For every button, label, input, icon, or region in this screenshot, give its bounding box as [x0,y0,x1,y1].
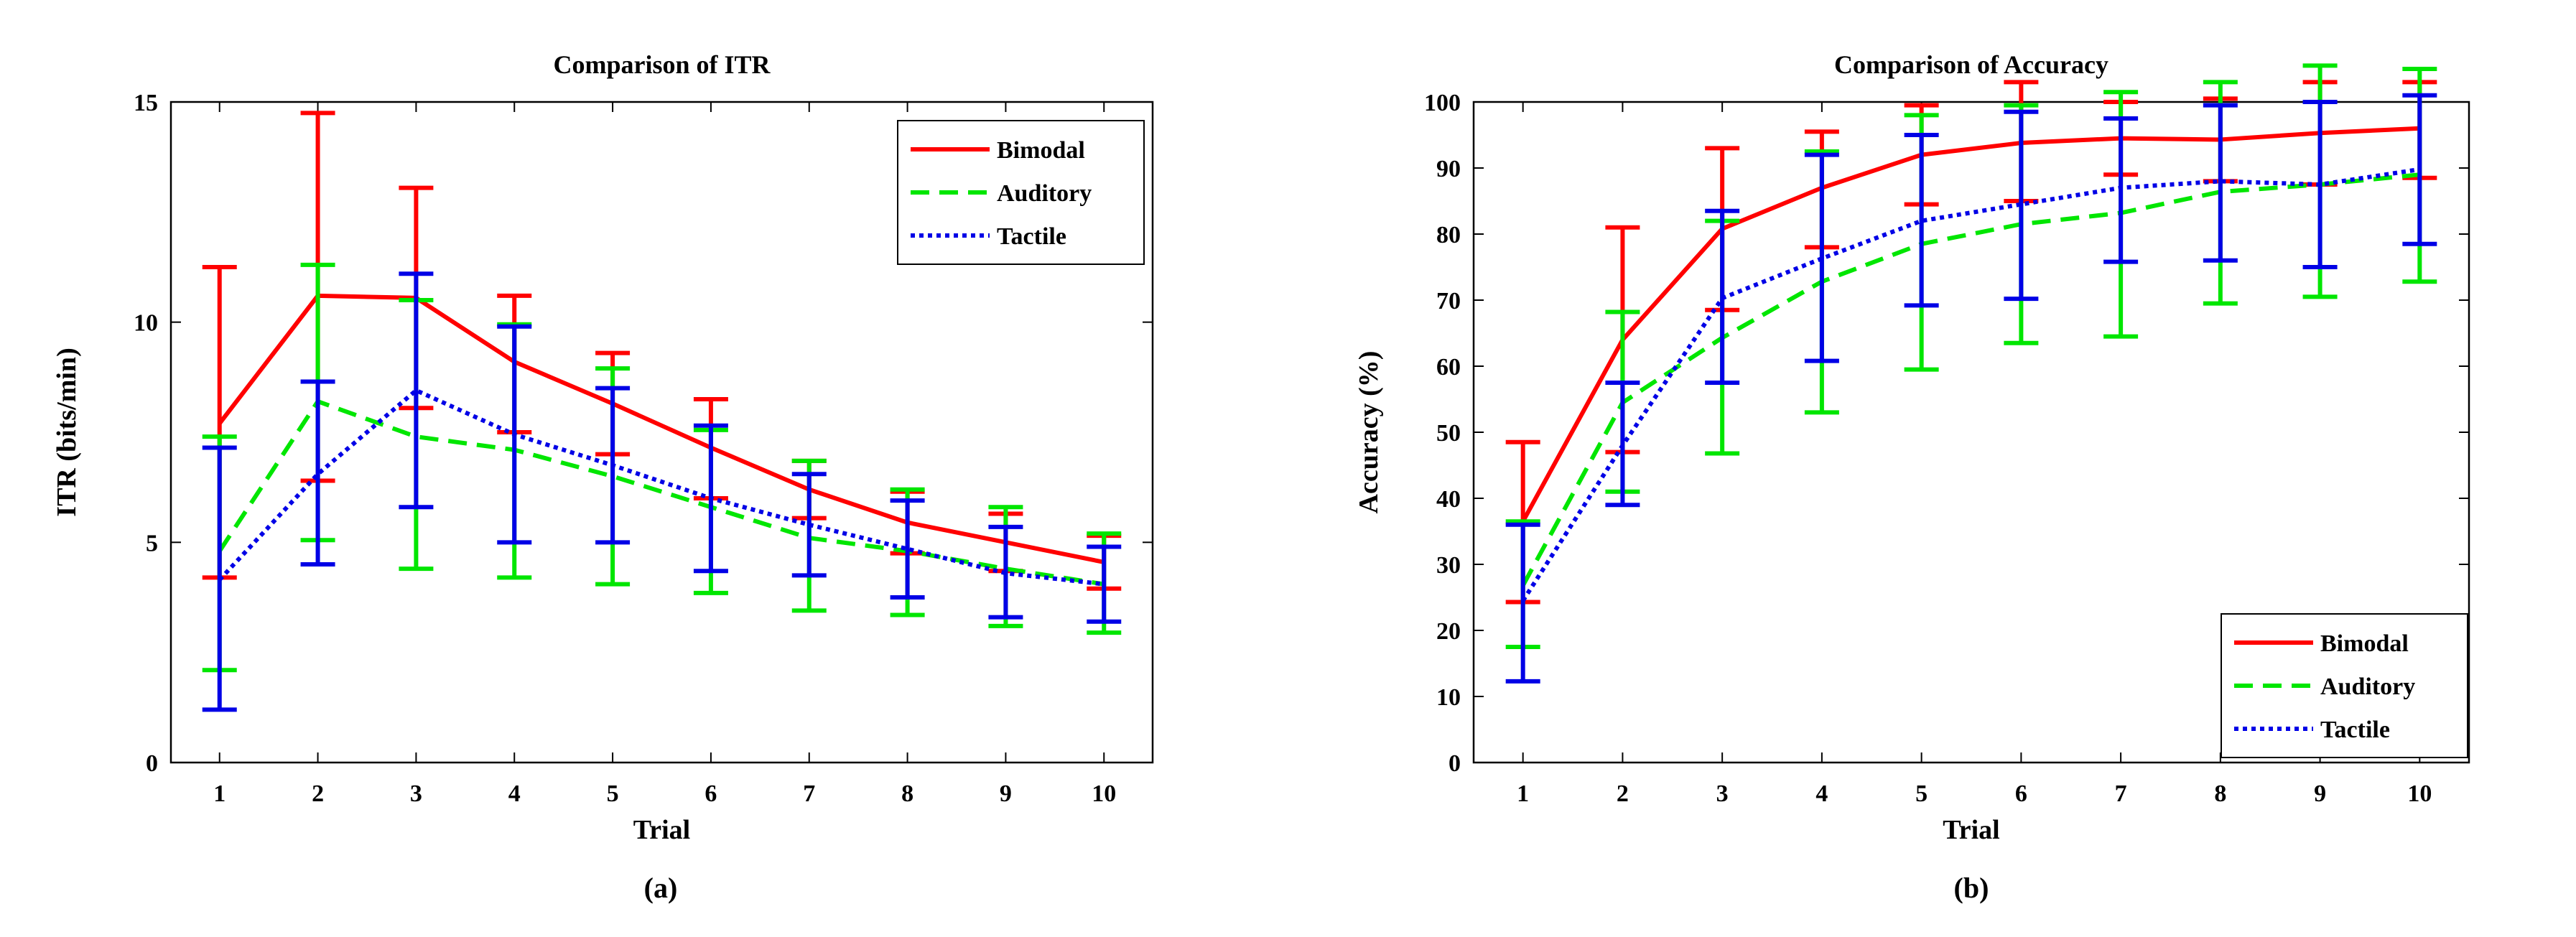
y-axis-label: Accuracy (%) [1354,351,1384,514]
x-tick-label: 7 [803,780,815,807]
y-tick-label: 50 [1436,420,1461,447]
x-axis-label: Trial [633,815,691,845]
y-tick-label: 0 [146,750,158,777]
series-line [218,399,1105,587]
y-tick-label: 20 [1436,618,1461,645]
y-tick-label: 80 [1436,222,1461,248]
x-tick-label: 6 [2015,780,2027,807]
series-auditory [1505,63,2437,649]
x-tick-label: 10 [2407,780,2432,807]
series-line [1521,172,2420,587]
chart-2: Comparison of Accuracy 0 10 20 30 40 50 60 70 80 9… [1354,50,2470,904]
chart-title: Comparison of ITR [553,50,771,79]
x-tick-label: 8 [2214,780,2226,807]
x-axis-label: Trial [1943,815,2000,845]
x-tick-label: 3 [410,780,422,807]
legend-label: Tactile [997,223,1066,250]
series-line [218,293,1105,564]
x-tick-label: 6 [705,780,717,807]
series-auditory [202,262,1122,673]
legend-label: Bimodal [997,137,1085,164]
x-tick-label: 2 [1617,780,1629,807]
y-tick-label: 15 [134,90,158,116]
series-line [1521,167,2420,602]
x-tick-label: 9 [2314,780,2326,807]
x-tick-label: 9 [1000,780,1012,807]
y-tick-label: 5 [146,530,158,556]
y-tick-label: 30 [1436,552,1461,579]
series-bimodal [1505,80,2437,605]
x-tick-label: 4 [1815,780,1828,807]
series-tactile [202,271,1122,712]
y-tick-label: 90 [1436,156,1461,182]
y-tick-label: 0 [1449,750,1461,777]
y-tick-label: 60 [1436,354,1461,381]
y-tick-label: 10 [1436,684,1461,711]
x-tick-label: 4 [508,780,521,807]
chart-title: Comparison of Accuracy [1834,50,2108,79]
x-tick-label: 7 [2115,780,2127,807]
y-axis: 0 5 10 15 [134,90,1153,777]
x-tick-label: 8 [901,780,913,807]
legend-label: Bimodal [2320,630,2409,657]
y-axis-label: ITR (bits/min) [52,348,82,516]
legend: Bimodal Auditory Tactile [897,120,1145,265]
x-axis: 1 2 3 4 5 6 7 8 9 10 [213,102,1116,807]
y-tick-label: 70 [1436,288,1461,314]
legend-label: Auditory [2320,673,2415,700]
y-axis: 0 10 20 30 40 50 60 70 80 90 100 [1424,90,2469,777]
axes-box [169,101,1154,764]
y-tick-label: 40 [1436,486,1461,513]
legend-box [2221,613,2468,758]
chart-1: Comparison of ITR 0 5 10 15 1 2 3 4 5 6 7 8 9 10 Trial I… [52,50,1154,904]
legend-label: Auditory [997,180,1092,207]
figure-caption: (a) [644,872,678,904]
y-tick-label: 100 [1424,90,1461,116]
x-tick-label: 10 [1092,780,1116,807]
x-axis: 1 2 3 4 5 6 7 8 9 10 [1517,102,2432,807]
series-line [1521,126,2420,523]
legend: Bimodal Auditory Tactile [2221,613,2468,758]
y-tick-label: 10 [134,310,158,337]
figure-caption: (b) [1954,872,1989,904]
x-tick-label: 1 [213,780,225,807]
series-tactile [1505,93,2437,684]
x-tick-label: 2 [312,780,324,807]
x-tick-label: 3 [1716,780,1729,807]
x-tick-label: 5 [607,780,619,807]
x-tick-label: 5 [1915,780,1928,807]
legend-label: Tactile [2320,717,2390,743]
series-line [218,388,1105,587]
x-tick-label: 1 [1517,780,1529,807]
legend-box [897,120,1145,265]
